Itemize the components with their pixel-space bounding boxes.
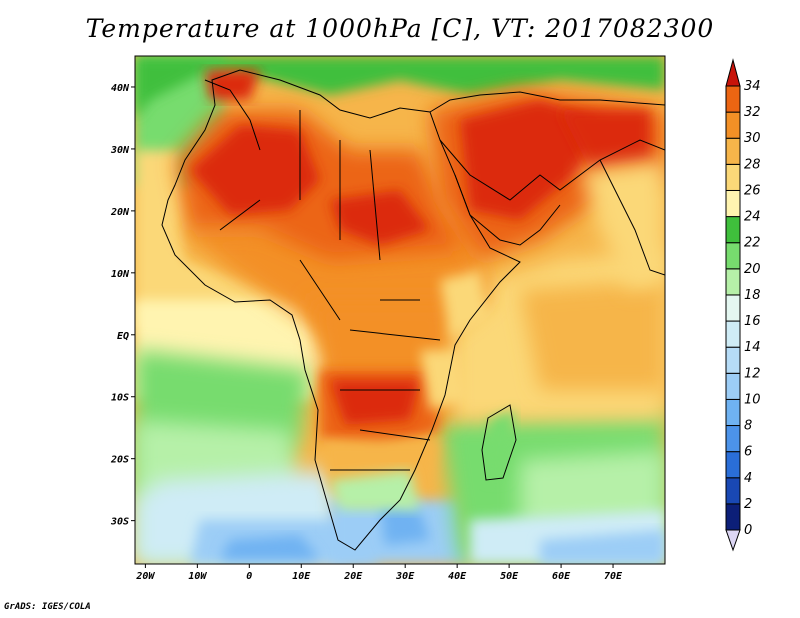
colorbar-segment (725, 163, 741, 191)
colorbar-segment (725, 268, 741, 296)
colorbar-segment (725, 85, 741, 113)
y-tick-label: 30S (110, 517, 129, 528)
colorbar-label: 14 (744, 340, 761, 355)
axis-ticks: 20W 10W 0 10E 20E 30E 40E 50E 60E 70E 40N 30N 20N 10N… (110, 83, 623, 582)
colorbar-label: 22 (744, 236, 761, 251)
grads-credit: GrADS: IGES/COLA (4, 602, 91, 612)
colorbar-segment (725, 477, 741, 505)
x-tick-label: 0 (246, 571, 252, 582)
colorbar-segment (725, 320, 741, 348)
colorbar-segment (725, 346, 741, 374)
colorbar-label: 16 (744, 314, 761, 329)
colorbar-segment (725, 189, 741, 218)
x-tick-label: 30E (395, 571, 415, 582)
y-tick-label: 10S (111, 393, 129, 404)
colorbar-segment (725, 398, 741, 427)
colorbar-segment (725, 451, 741, 479)
x-tick-label: 60E (552, 571, 571, 582)
y-tick-label: 40N (111, 83, 130, 94)
colorbar-label: 2 (744, 497, 752, 512)
colorbar-over-triangle (725, 58, 741, 87)
colorbar-label: 12 (744, 366, 761, 381)
y-tick-label: 20S (110, 455, 129, 466)
colorbar-segment (725, 503, 741, 531)
colorbar-segment (725, 216, 741, 244)
colorbar-label: 8 (744, 419, 752, 434)
x-tick-label: 70E (604, 571, 623, 582)
colorbar-label: 28 (744, 157, 761, 172)
colorbar-segment (725, 425, 741, 453)
y-tick-label: 30N (110, 145, 130, 156)
colorbar-segment (725, 137, 741, 165)
y-tick-label: 10N (111, 269, 130, 280)
x-tick-label: 20E (343, 571, 363, 582)
plot-frame (134, 55, 666, 565)
x-tick-label: 40E (448, 571, 467, 582)
colorbar-label: 0 (744, 523, 752, 538)
colorbar-label: 34 (744, 79, 761, 94)
colorbar-label: 20 (744, 262, 761, 277)
y-tick-label: 20N (110, 207, 130, 218)
colorbar-under-triangle (725, 529, 741, 552)
colorbar-label: 6 (744, 445, 752, 460)
colorbar-label: 24 (744, 210, 761, 225)
colorbar-label: 30 (744, 131, 761, 146)
x-tick-label: 20W (135, 571, 155, 582)
colorbar-label: 10 (744, 392, 761, 407)
x-tick-label: 10E (292, 571, 311, 582)
temperature-field (135, 56, 665, 564)
colorbar-segment (725, 294, 741, 322)
map-title: Temperature at 1000hPa [C], VT: 20170823… (85, 14, 715, 43)
colorbar-label: 26 (744, 183, 761, 198)
colorbar-label: 4 (744, 471, 752, 486)
colorbar-segment (725, 242, 741, 270)
colorbar-label: 18 (744, 288, 761, 303)
x-tick-label: 50E (500, 571, 519, 582)
y-tick-label: EQ (117, 331, 129, 342)
colorbar-segment (725, 372, 741, 400)
colorbar-segment (725, 111, 741, 139)
colorbar-label: 32 (744, 105, 761, 120)
x-tick-label: 10W (188, 571, 207, 582)
coastlines (161, 69, 665, 551)
